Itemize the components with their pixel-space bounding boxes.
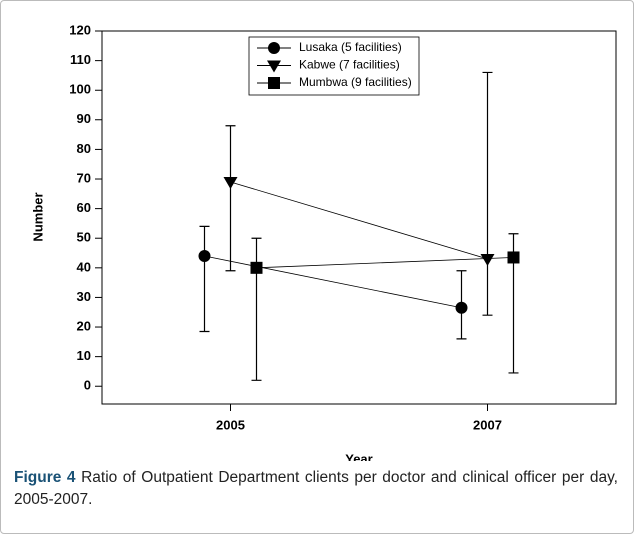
y-tick-label: 60 xyxy=(77,200,91,215)
error-bar xyxy=(482,71,493,316)
error-bar xyxy=(225,125,236,272)
y-tick-label: 30 xyxy=(77,289,91,304)
marker xyxy=(268,42,280,54)
marker xyxy=(267,60,281,73)
marker xyxy=(507,251,520,264)
x-tick-label: 2007 xyxy=(473,417,502,432)
y-tick-label: 110 xyxy=(70,52,91,67)
legend-label: Mumbwa (9 facilities) xyxy=(299,75,412,89)
y-tick-label: 10 xyxy=(77,348,91,363)
y-tick-label: 50 xyxy=(77,230,91,245)
marker xyxy=(268,77,280,89)
legend-label: Lusaka (5 facilities) xyxy=(299,40,402,54)
y-tick-label: 80 xyxy=(77,141,91,156)
series-line xyxy=(256,257,514,269)
caption: Figure 4 Ratio of Outpatient Department … xyxy=(14,467,618,511)
marker xyxy=(250,261,263,274)
chart: Year Number 0 10 20 30 40 50 60 70 80 90 100 110 120… xyxy=(30,22,617,461)
error-bar xyxy=(251,237,262,381)
series-line xyxy=(204,255,462,309)
caption-label: Figure 4 xyxy=(14,469,76,486)
y-axis-title: Number xyxy=(30,192,45,241)
x-axis-title: Year xyxy=(345,451,372,461)
y-tick-label: 100 xyxy=(69,82,91,97)
y-tick-label: 90 xyxy=(77,111,91,126)
marker xyxy=(480,253,495,266)
y-tick-label: 20 xyxy=(77,318,91,333)
y-tick-label: 0 xyxy=(84,378,91,393)
caption-text: Ratio of Outpatient Department clients p… xyxy=(14,469,618,508)
marker xyxy=(455,301,468,314)
legend-label: Kabwe (7 facilities) xyxy=(299,58,400,72)
y-tick-label: 70 xyxy=(77,170,91,185)
x-tick-label: 2005 xyxy=(216,417,245,432)
marker xyxy=(198,249,211,262)
error-bar xyxy=(199,225,210,333)
marker xyxy=(223,176,238,189)
plot-frame xyxy=(101,30,617,405)
y-tick-label: 120 xyxy=(69,22,91,37)
y-tick-label: 40 xyxy=(77,259,91,274)
series-line xyxy=(230,181,488,260)
